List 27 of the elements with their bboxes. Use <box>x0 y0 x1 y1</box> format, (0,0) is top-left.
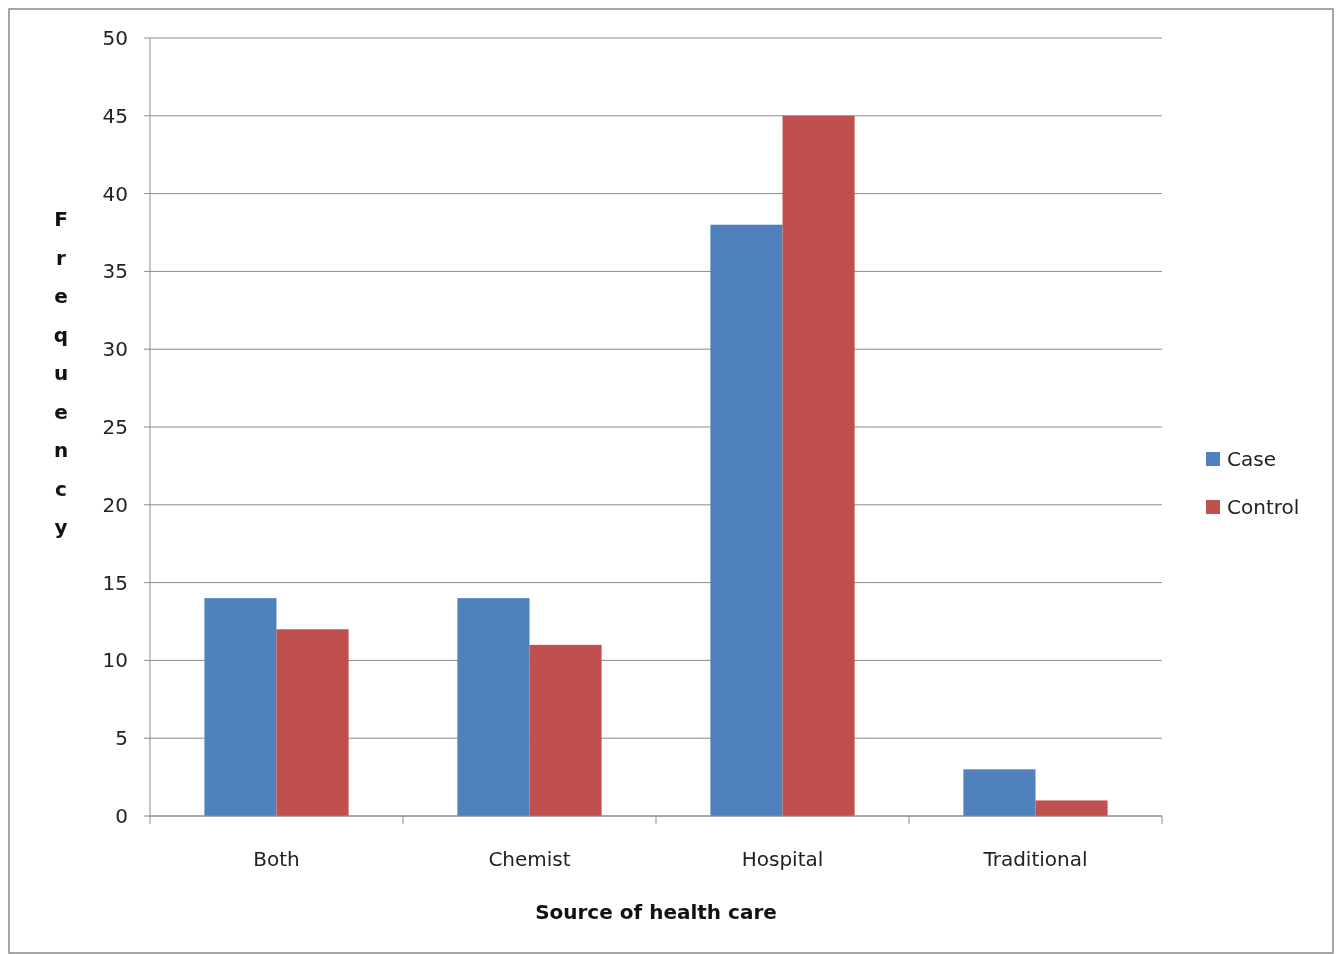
x-tick-label: Hospital <box>741 847 824 871</box>
y-tick-label: 10 <box>102 648 128 673</box>
y-tick-label: 40 <box>102 181 128 206</box>
y-tick-label: 45 <box>102 103 128 128</box>
bar <box>457 598 530 816</box>
bar <box>276 629 349 816</box>
x-tick-label: Both <box>253 847 300 871</box>
y-tick-label: 25 <box>102 415 128 439</box>
y-tick-label: 15 <box>102 570 128 595</box>
legend-label: Case <box>1227 447 1276 471</box>
y-tick-label: 30 <box>102 337 128 362</box>
y-tick-label: 0 <box>115 804 128 828</box>
text: Frequency <box>53 207 69 539</box>
legend-label: Control <box>1227 495 1300 519</box>
bar <box>710 224 783 816</box>
bar <box>529 644 602 816</box>
bar <box>1035 800 1108 816</box>
x-axis-title: Source of health care <box>535 900 777 924</box>
bar <box>204 598 277 816</box>
y-tick-label: 35 <box>102 259 128 284</box>
bar <box>963 769 1036 816</box>
bar <box>782 115 855 816</box>
y-tick-label: 50 <box>102 26 128 50</box>
y-tick-label: 20 <box>102 492 128 517</box>
x-tick-label: Chemist <box>488 847 571 871</box>
y-tick-label: 5 <box>115 726 128 751</box>
x-tick-label: Traditional <box>982 847 1088 871</box>
